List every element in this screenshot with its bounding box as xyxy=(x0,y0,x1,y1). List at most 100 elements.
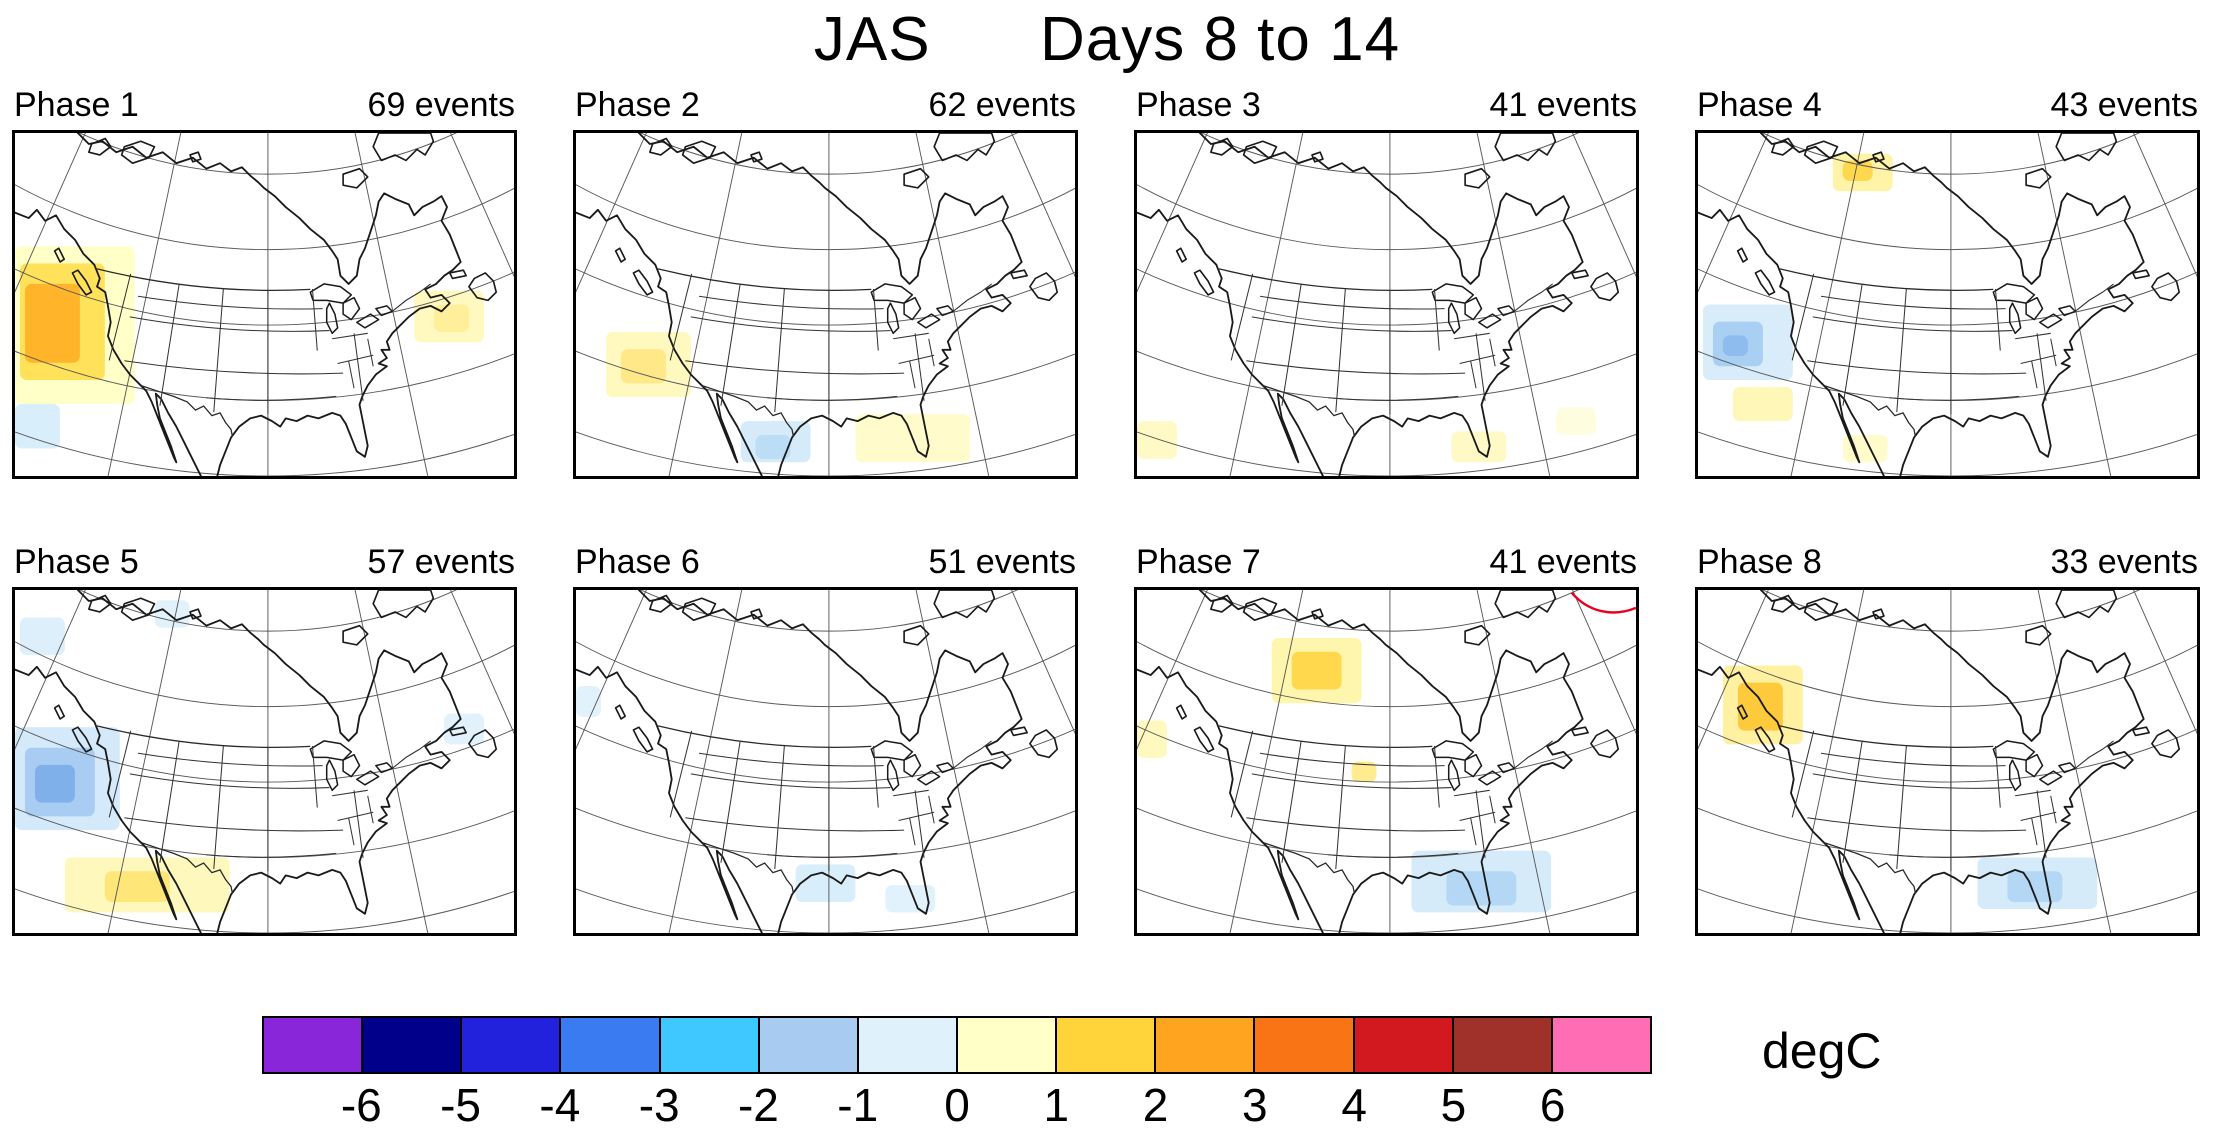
map-frame xyxy=(12,130,517,479)
north-america-map xyxy=(1698,133,2197,476)
colorbar-cell xyxy=(660,1018,760,1072)
north-america-map xyxy=(15,590,514,933)
panel-grid: Phase 1 69 events Phase 2 62 events xyxy=(12,86,2202,936)
colorbar-cell xyxy=(1057,1018,1157,1072)
panel-header: Phase 7 41 events xyxy=(1134,543,1639,587)
anomaly-patch xyxy=(1737,682,1783,731)
north-america-map xyxy=(1698,590,2197,933)
anomaly-patch xyxy=(576,686,601,717)
phase-label: Phase 5 xyxy=(14,543,139,581)
colorbar-cell xyxy=(1255,1018,1355,1072)
anomaly-patch xyxy=(24,283,80,363)
map-frame xyxy=(12,587,517,936)
north-america-map xyxy=(15,133,514,476)
panel-phase-4: Phase 4 43 events xyxy=(1695,86,2200,479)
panel-phase-8: Phase 8 33 events xyxy=(1695,543,2200,936)
anomaly-patch xyxy=(885,884,936,913)
colorbar-cell xyxy=(1354,1018,1454,1072)
panel-phase-2: Phase 2 62 events xyxy=(573,86,1078,479)
anomaly-patch xyxy=(1351,761,1377,783)
red-contour xyxy=(1570,591,1636,614)
events-count: 57 events xyxy=(367,543,515,581)
map-frame xyxy=(1134,130,1639,479)
colorbar-cell xyxy=(858,1018,958,1072)
anomaly-patch xyxy=(1291,651,1342,690)
panel-phase-6: Phase 6 51 events xyxy=(573,543,1078,936)
colorbar-cell xyxy=(1453,1018,1553,1072)
anomaly-patch xyxy=(15,403,60,449)
panel-phase-1: Phase 1 69 events xyxy=(12,86,517,479)
colorbar-cell xyxy=(561,1018,661,1072)
figure-title: JAS Days 8 to 14 xyxy=(813,5,1401,74)
events-count: 62 events xyxy=(928,86,1076,124)
colorbar-tick-label: -1 xyxy=(837,1079,879,1131)
colorbar-cell xyxy=(264,1018,364,1072)
north-america-map xyxy=(1137,590,1636,933)
phase-label: Phase 1 xyxy=(14,86,139,124)
anomaly-patch xyxy=(434,304,470,332)
events-count: 41 events xyxy=(1489,86,1637,124)
colorbar-unit-label: degC xyxy=(1762,1023,1882,1079)
colorbar-tick-label: 1 xyxy=(1043,1079,1070,1131)
panel-phase-3: Phase 3 41 events xyxy=(1134,86,1639,479)
colorbar-tick-label: -2 xyxy=(737,1079,779,1131)
colorbar-tick-label: -3 xyxy=(638,1079,680,1131)
colorbar-tick-label: 0 xyxy=(944,1079,970,1131)
panel-header: Phase 6 51 events xyxy=(573,543,1078,587)
colorbar-cells xyxy=(262,1016,1652,1074)
colorbar-cell xyxy=(1552,1018,1650,1072)
events-count: 41 events xyxy=(1489,543,1637,581)
north-america-map xyxy=(576,133,1075,476)
anomaly-patch xyxy=(154,600,190,628)
anomaly-patch xyxy=(1722,335,1748,356)
colorbar-tick-label: -6 xyxy=(340,1079,382,1131)
colorbar-tick-label: 6 xyxy=(1539,1079,1566,1131)
events-count: 51 events xyxy=(928,543,1076,581)
panel-header: Phase 3 41 events xyxy=(1134,86,1639,130)
colorbar-tick-label: -5 xyxy=(440,1079,482,1131)
phase-label: Phase 7 xyxy=(1136,543,1261,581)
anomaly-patch xyxy=(1137,421,1177,459)
map-frame xyxy=(1134,587,1639,936)
anomaly-patch xyxy=(1556,407,1597,435)
phase-label: Phase 2 xyxy=(575,86,700,124)
anomaly-patch xyxy=(755,434,791,459)
anomaly-patch xyxy=(104,871,170,903)
events-count: 69 events xyxy=(367,86,515,124)
anomaly-patch xyxy=(620,349,666,384)
anomaly-patch xyxy=(19,617,65,656)
anomaly-patch xyxy=(1842,434,1888,463)
colorbar: -6 -5 -4 -3 -2 -1 0 1 2 3 4 5 6 xyxy=(262,1016,1652,1131)
colorbar-cell xyxy=(759,1018,859,1072)
anomaly-patch xyxy=(1451,431,1507,463)
panel-header: Phase 8 33 events xyxy=(1695,543,2200,587)
phase-label: Phase 4 xyxy=(1697,86,1822,124)
colorbar-tick-label: -4 xyxy=(539,1079,581,1131)
colorbar-cell xyxy=(957,1018,1058,1072)
north-america-map xyxy=(1137,133,1636,476)
map-frame xyxy=(1695,587,2200,936)
anomaly-patch xyxy=(795,864,856,903)
colorbar-ticks: -6 -5 -4 -3 -2 -1 0 1 2 3 4 5 6 xyxy=(262,1074,1652,1131)
colorbar-tick-label: 4 xyxy=(1341,1079,1367,1131)
phase-label: Phase 8 xyxy=(1697,543,1822,581)
anomaly-patch xyxy=(34,764,75,803)
map-frame xyxy=(1695,130,2200,479)
panel-phase-7: Phase 7 41 events xyxy=(1134,543,1639,936)
phase-label: Phase 6 xyxy=(575,543,700,581)
north-america-map xyxy=(576,590,1075,933)
panel-phase-5: Phase 5 57 events xyxy=(12,543,517,936)
anomaly-patch xyxy=(1732,386,1793,422)
map-frame xyxy=(573,130,1078,479)
panel-header: Phase 1 69 events xyxy=(12,86,517,130)
colorbar-cell xyxy=(363,1018,463,1072)
phase-label: Phase 3 xyxy=(1136,86,1261,124)
colorbar-tick-label: 5 xyxy=(1440,1079,1467,1131)
colorbar-cell xyxy=(462,1018,562,1072)
panel-header: Phase 2 62 events xyxy=(573,86,1078,130)
events-count: 43 events xyxy=(2050,86,2198,124)
anomaly-patch xyxy=(1446,871,1517,906)
colorbar-tick-label: 2 xyxy=(1142,1079,1169,1131)
panel-header: Phase 4 43 events xyxy=(1695,86,2200,130)
